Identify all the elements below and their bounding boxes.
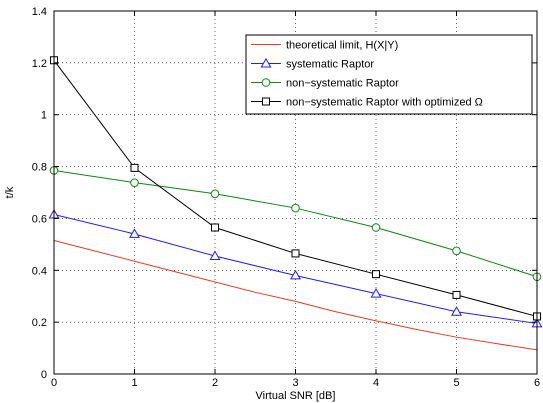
data-point-circle xyxy=(210,189,220,199)
data-point-square xyxy=(211,223,219,232)
data-point-square xyxy=(130,163,139,172)
y-tick-label: 0 xyxy=(41,369,47,381)
data-point-circle xyxy=(130,178,139,187)
legend-box xyxy=(245,34,533,115)
legend-label: non−systematic Raptor xyxy=(286,78,399,90)
y-tick-label: 0.6 xyxy=(32,213,47,225)
series-line xyxy=(53,239,538,351)
data-point-triangle xyxy=(260,57,272,68)
data-point-square xyxy=(262,97,270,106)
data-point-circle xyxy=(452,246,461,256)
data-point-triangle xyxy=(370,288,382,298)
y-tick-label: 1.2 xyxy=(32,58,47,70)
data-point-triangle xyxy=(129,228,140,238)
series-2 xyxy=(48,208,543,328)
y-tick-label: 0.2 xyxy=(32,317,47,329)
x-tick-label: 3 xyxy=(292,377,298,389)
x-tick-label: 6 xyxy=(534,377,540,389)
axis-ticks xyxy=(53,10,538,375)
legend-label: theoretical limit, H(X|Y) xyxy=(286,40,398,52)
data-point-circle xyxy=(261,78,271,87)
data-point-circle xyxy=(291,203,300,213)
x-tick-label: 5 xyxy=(453,377,459,389)
axis-tick-labels: 0 1 2 3 4 5 6 0 0.2 0.4 0.6 0.8 1 1.2 1.4 xyxy=(32,6,540,389)
data-point-square xyxy=(291,249,300,258)
legend: theoretical limit, H(X|Y) systematic Rapt… xyxy=(245,34,533,115)
series-1 xyxy=(53,239,538,351)
data-point-square xyxy=(452,290,461,299)
data-point-triangle xyxy=(290,269,301,280)
x-tick-label: 2 xyxy=(212,377,218,389)
data-point-triangle xyxy=(209,250,221,260)
y-tick-label: 1 xyxy=(41,110,47,122)
x-axis-label: Virtual SNR [dB] xyxy=(256,390,336,402)
series-layer xyxy=(48,56,543,351)
data-point-circle xyxy=(371,223,381,232)
data-point-square xyxy=(372,270,380,279)
y-tick-label: 0.8 xyxy=(32,162,47,174)
data-point-triangle xyxy=(451,306,462,316)
x-tick-label: 4 xyxy=(373,377,379,389)
legend-entry: theoretical limit, H(X|Y) xyxy=(251,40,398,52)
y-axis-label: t/k xyxy=(4,186,16,198)
y-tick-label: 0.4 xyxy=(32,265,47,277)
y-tick-label: 1.4 xyxy=(32,6,47,18)
legend-items: theoretical limit, H(X|Y) systematic Rapt… xyxy=(251,40,483,109)
legend-entry: non−systematic Raptor with optimized Ω xyxy=(251,97,483,109)
legend-entry: systematic Raptor xyxy=(251,57,374,71)
x-tick-label: 1 xyxy=(131,377,137,389)
x-tick-label: 0 xyxy=(51,377,57,389)
legend-entry: non−systematic Raptor xyxy=(251,78,399,90)
series-3 xyxy=(49,166,542,282)
legend-label: systematic Raptor xyxy=(286,59,374,71)
legend-label: non−systematic Raptor with optimized Ω xyxy=(286,97,483,109)
